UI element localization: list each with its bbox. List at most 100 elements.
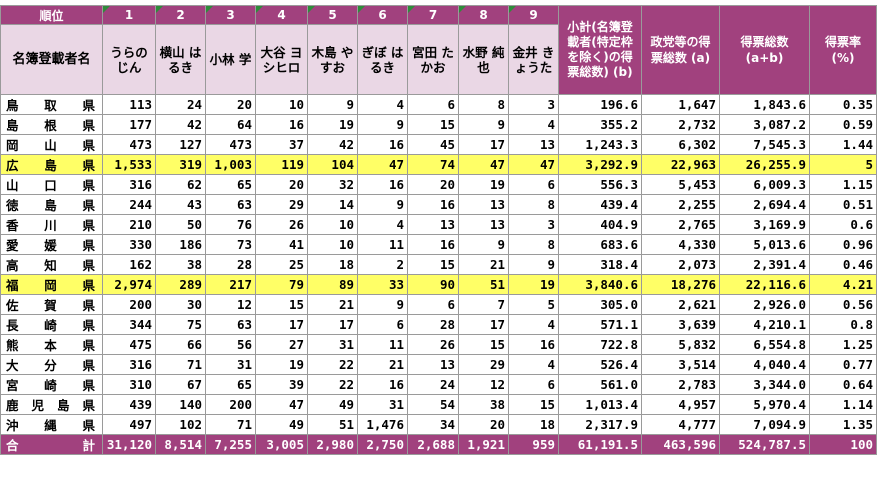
table-row: 岡山県 473 127 473 37 42 16 45 17 13 1,243.3 6,302 7,54… [0, 134, 877, 155]
total-votes-cell: 1,843.6 [719, 94, 810, 115]
candidate-votes-cell: 22 [307, 354, 358, 375]
candidate-votes-cell: 89 [307, 274, 358, 295]
prefecture-char: 岡 [6, 138, 19, 153]
green-corner-mark [206, 6, 213, 13]
candidate-votes-cell: 475 [102, 334, 156, 355]
green-corner-mark [509, 6, 516, 13]
candidate-votes-cell: 51 [458, 274, 509, 295]
candidate-votes-cell: 66 [155, 334, 206, 355]
total-votes-cell: 3,087.2 [719, 114, 810, 135]
candidate-votes-cell: 16 [357, 374, 408, 395]
rank-header-row: 順位 1 2 3 4 5 6 7 8 9 小計(名簿登載者(特定枠を除く)の得票… [0, 5, 877, 95]
party-votes-cell: 4,957 [641, 394, 720, 415]
prefecture-cell: 愛媛県 [0, 234, 103, 255]
green-corner-mark [256, 6, 263, 13]
prefecture-char: 徳 [6, 198, 19, 213]
prefecture-cell: 合計 [0, 434, 103, 455]
prefecture-char: 大 [6, 358, 19, 373]
candidate-votes-cell: 330 [102, 234, 156, 255]
candidate-votes-cell: 15 [407, 254, 459, 275]
candidate-votes-cell: 2,750 [357, 434, 408, 455]
candidate-votes-cell: 18 [307, 254, 358, 275]
subtotal-cell: 404.9 [558, 214, 642, 235]
candidate-votes-cell: 26 [255, 214, 308, 235]
candidate-votes-cell: 20 [255, 174, 308, 195]
candidate-votes-cell: 210 [102, 214, 156, 235]
candidate-name: うらの じん [102, 24, 156, 95]
candidate-votes-cell: 344 [102, 314, 156, 335]
table-row: 長崎県 344 75 63 17 17 6 28 17 4 571.1 3,639 4,210.1 0.8 [0, 314, 877, 335]
prefecture-char: 高 [6, 258, 19, 273]
prefecture-char: 県 [82, 238, 95, 253]
vote-rate-cell: 0.6 [809, 214, 877, 235]
subtotal-cell: 439.4 [558, 194, 642, 215]
candidate-votes-cell: 4 [508, 114, 559, 135]
candidate-votes-cell: 21 [458, 254, 509, 275]
vote-rate-cell: 1.14 [809, 394, 877, 415]
total-votes-cell: 3,169.9 [719, 214, 810, 235]
prefecture-char: 県 [82, 418, 95, 433]
candidate-votes-cell: 316 [102, 354, 156, 375]
prefecture-cell: 鹿児島県 [0, 394, 103, 415]
candidate-votes-cell: 13 [508, 134, 559, 155]
candidate-votes-cell: 30 [155, 294, 206, 315]
party-votes-cell: 2,073 [641, 254, 720, 275]
candidate-votes-cell: 1,921 [458, 434, 509, 455]
candidate-votes-cell: 22 [307, 374, 358, 395]
candidate-votes-cell: 5 [508, 294, 559, 315]
candidate-votes-cell: 27 [255, 334, 308, 355]
total-votes-cell: 3,344.0 [719, 374, 810, 395]
prefecture-char: 広 [6, 158, 19, 173]
prefecture-char: 縄 [44, 418, 57, 433]
candidate-votes-cell: 4 [508, 354, 559, 375]
candidate-votes-cell: 439 [102, 394, 156, 415]
candidate-votes-cell: 19 [458, 174, 509, 195]
green-corner-mark [358, 6, 365, 13]
prefecture-char: 島 [44, 158, 57, 173]
candidate-votes-cell: 6 [508, 174, 559, 195]
candidate-votes-cell: 473 [205, 134, 256, 155]
vote-rate-cell: 100 [809, 434, 877, 455]
prefecture-cell: 香川県 [0, 214, 103, 235]
candidate-votes-cell: 217 [205, 274, 256, 295]
candidate-votes-cell: 71 [205, 414, 256, 435]
candidate-votes-cell: 20 [205, 94, 256, 115]
prefecture-char: 山 [6, 178, 19, 193]
candidate-votes-cell: 9 [458, 114, 509, 135]
prefecture-char: 鳥 [6, 98, 19, 113]
candidate-votes-cell: 76 [205, 214, 256, 235]
candidate-votes-cell: 15 [255, 294, 308, 315]
vote-rate-cell: 0.59 [809, 114, 877, 135]
prefecture-char: 福 [6, 278, 19, 293]
candidate-votes-cell: 6 [407, 294, 459, 315]
candidate-votes-cell: 29 [255, 194, 308, 215]
rank-9: 9 [508, 5, 559, 25]
candidate-votes-cell: 9 [307, 94, 358, 115]
table-row: 高 知 県 162 38 28 25 18 2 15 21 9 318.4 2,073 2,391.4 0.4… [0, 254, 877, 275]
prefecture-cell: 大分県 [0, 354, 103, 375]
candidate-votes-cell: 13 [407, 214, 459, 235]
candidate-votes-cell: 20 [458, 414, 509, 435]
candidate-votes-cell: 21 [307, 294, 358, 315]
candidate-votes-cell: 15 [508, 394, 559, 415]
candidate-votes-cell: 177 [102, 114, 156, 135]
candidate-votes-cell: 62 [155, 174, 206, 195]
party-votes-cell: 463,596 [641, 434, 720, 455]
candidate-votes-cell: 41 [255, 234, 308, 255]
prefecture-char: 宮 [6, 378, 19, 393]
subtotal-cell: 196.6 [558, 94, 642, 115]
candidate-votes-cell: 31 [357, 394, 408, 415]
subtotal-cell: 571.1 [558, 314, 642, 335]
candidate-votes-cell: 4 [508, 314, 559, 335]
prefecture-char: 媛 [44, 238, 57, 253]
candidate-votes-cell: 28 [407, 314, 459, 335]
subtotal-cell: 683.6 [558, 234, 642, 255]
candidate-votes-cell: 9 [508, 254, 559, 275]
candidate-votes-cell: 1,533 [102, 154, 156, 175]
candidate-votes-cell: 21 [357, 354, 408, 375]
prefecture-char: 分 [44, 358, 57, 373]
subtotal-cell: 318.4 [558, 254, 642, 275]
candidate-votes-cell: 73 [205, 234, 256, 255]
candidate-votes-cell: 113 [102, 94, 156, 115]
candidate-votes-cell: 16 [407, 234, 459, 255]
